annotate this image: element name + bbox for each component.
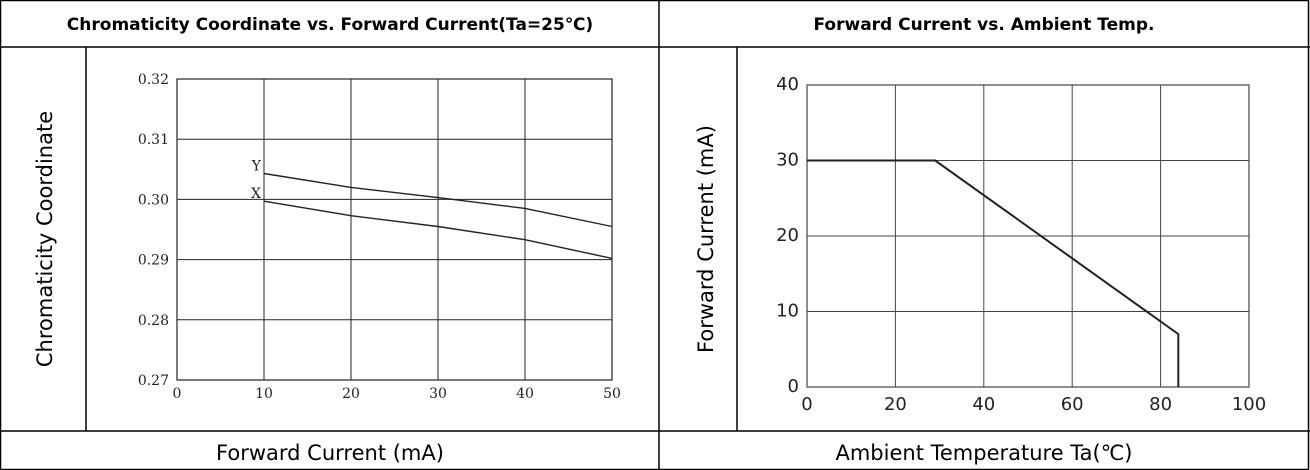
chromaticity-plot: 0 10 20 30 40 50 0.27 0.28 0.29 0.30 0.31 0.32 YX: [138, 72, 621, 402]
series-label-x: X: [251, 186, 261, 202]
y-tick-label: 0.30: [138, 192, 169, 208]
y-tick-label: 0.27: [138, 373, 169, 389]
x-tick-label: 30: [429, 386, 447, 402]
y-tick-label: 10: [776, 301, 799, 322]
plot-border: [806, 84, 1250, 388]
x-tick-label: 10: [255, 386, 273, 402]
x-tick-label: 40: [516, 386, 534, 402]
y-tick-label: 0.29: [138, 253, 169, 269]
y-tick-label: 40: [776, 74, 799, 95]
x-tick-label: 100: [1232, 394, 1266, 415]
x-tick-label: 20: [342, 386, 360, 402]
x-tick-label: 50: [603, 386, 621, 402]
left-y-axis-title: Chromaticity Coordinate: [33, 111, 57, 367]
left-chart-header: Chromaticity Coordinate vs. Forward Curr…: [67, 15, 593, 35]
left-x-axis-title: Forward Current (mA): [216, 441, 444, 465]
right-chart-header: Forward Current vs. Ambient Temp.: [814, 15, 1155, 35]
y-tick-label: 0.32: [138, 72, 169, 88]
y-tick-label: 0.31: [138, 132, 169, 148]
x-tick-label: 20: [884, 394, 907, 415]
series-label-y: Y: [251, 159, 262, 175]
y-tick-label: 30: [776, 150, 799, 171]
y-tick-label: 20: [776, 225, 799, 246]
series-line-current: [807, 159, 1180, 387]
series-line-x: [263, 200, 613, 260]
x-tick-label: 0: [173, 386, 182, 402]
x-tick-label: 40: [972, 394, 995, 415]
series-line-y: [263, 172, 613, 228]
y-tick-label: 0.28: [138, 313, 169, 329]
right-x-axis-title: Ambient Temperature Ta(℃): [835, 441, 1132, 465]
forward-current-plot: 0 20 40 60 80 100 0 10 20 30 40: [776, 74, 1266, 415]
x-tick-label: 80: [1149, 394, 1172, 415]
y-tick-label: 0: [788, 376, 799, 397]
plot-border: [176, 78, 613, 381]
right-y-axis-title: Forward Current (mA): [694, 125, 718, 353]
x-tick-label: 60: [1061, 394, 1084, 415]
x-tick-label: 0: [801, 394, 812, 415]
